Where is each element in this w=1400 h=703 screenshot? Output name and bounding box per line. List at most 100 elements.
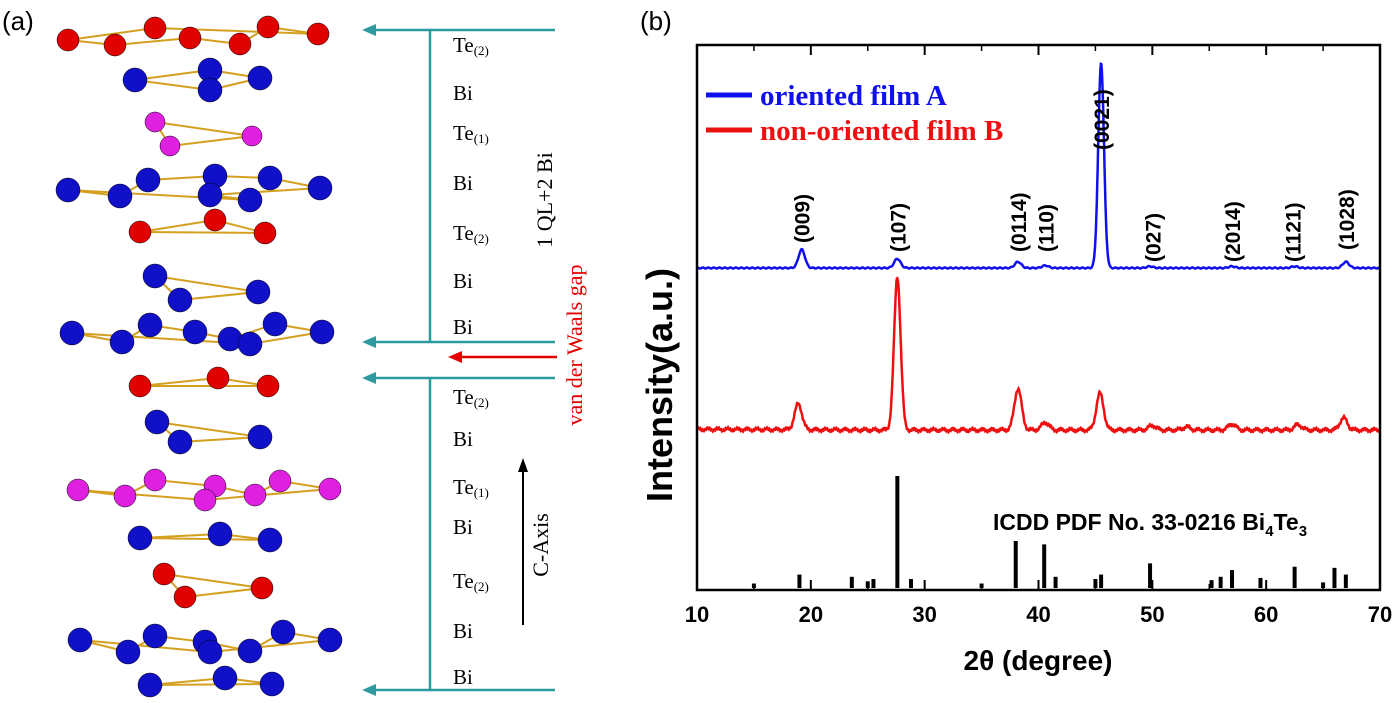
atom [107, 183, 133, 209]
atom [247, 65, 273, 91]
atom [152, 562, 176, 586]
panel-b-label: (b) [640, 6, 672, 36]
bond [154, 121, 253, 137]
atom [309, 319, 335, 345]
atom [115, 639, 141, 665]
atom [237, 638, 263, 664]
reference-sub1: 4 [1265, 523, 1274, 540]
atom [142, 263, 168, 289]
layer-label: Te(2) [453, 385, 489, 410]
layer-labels-top: Te(2) Bi Te(1) Bi Te(2) Bi Bi [453, 33, 489, 339]
peak-annotation: (027) [1142, 213, 1165, 262]
van-der-waals-gap-label: van der Waals gap [562, 265, 587, 426]
bond [134, 79, 211, 91]
layer-label: Bi [453, 315, 473, 339]
bond [149, 683, 273, 686]
atom [268, 469, 292, 493]
atom [137, 312, 163, 338]
atom [167, 429, 193, 455]
layer-label: Te(2) [453, 569, 489, 594]
atom [56, 28, 80, 52]
peak-annotation: (1121) [1282, 202, 1305, 262]
c-axis-label: C-Axis [528, 513, 553, 577]
bond [139, 377, 219, 387]
atom [182, 319, 208, 345]
atom [128, 374, 152, 398]
reference-sticks [751, 476, 1348, 588]
layer-label: Te(2) [453, 221, 489, 246]
x-tick-label: 30 [912, 602, 936, 627]
layer-label: Te(1) [453, 121, 489, 146]
atom [103, 33, 127, 57]
layer-label: Bi [453, 171, 473, 195]
series-line-non-oriented [695, 276, 1381, 435]
atom [109, 329, 135, 355]
atom [207, 521, 233, 547]
frame-arrowhead [362, 372, 376, 384]
atom [144, 111, 166, 133]
atom [270, 619, 296, 645]
peak-annotations: (009) (107) (0114) (110) (0021) (027) (2014) (1… [792, 89, 1359, 262]
atom [245, 279, 271, 305]
layer-label: Bi [453, 81, 473, 105]
atom [197, 182, 223, 208]
bond [154, 275, 259, 293]
bond [139, 537, 271, 541]
bond [114, 37, 191, 46]
layer-label: Bi [453, 269, 473, 293]
layer-label: Te(2) [453, 33, 489, 58]
x-tick-label: 20 [799, 602, 823, 627]
layer-label: Bi [453, 427, 473, 451]
bond [139, 219, 216, 233]
atom [127, 525, 153, 551]
chart-axes: 10 20 30 40 50 60 70 [685, 43, 1392, 627]
gap-arrowhead [448, 351, 462, 363]
reference-label: ICDD PDF No. 33-0216 Bi4Te3 [993, 509, 1307, 540]
reference-sub2: 3 [1299, 523, 1307, 540]
legend-entry: oriented film A [760, 80, 947, 112]
atom [257, 165, 283, 191]
x-tick-label: 40 [1026, 602, 1050, 627]
layer-labels-bottom: Te(2) Bi Te(1) Bi Te(2) Bi Bi [453, 385, 489, 689]
x-tick-label: 50 [1140, 602, 1164, 627]
reference-mid: Te [1274, 509, 1299, 535]
atom [253, 221, 277, 245]
peak-annotation: (110) [1035, 204, 1058, 252]
atom [167, 287, 193, 313]
atom [143, 16, 167, 40]
bond [163, 573, 263, 589]
peak-annotation: (1028) [1336, 189, 1359, 250]
series-line-oriented [697, 61, 1381, 270]
bond [204, 488, 331, 501]
peak-annotation: (0021) [1091, 89, 1114, 150]
atom [262, 311, 288, 337]
layer-label: Te(1) [453, 475, 489, 500]
atom [307, 175, 333, 201]
crystal-structure [55, 15, 343, 698]
layer-label: Bi [453, 665, 473, 689]
bond [209, 187, 321, 196]
atom [122, 67, 148, 93]
x-axis-label: 2θ (degree) [964, 645, 1113, 676]
x-tick-label: 70 [1368, 602, 1392, 627]
atom [241, 125, 263, 147]
atom [318, 477, 342, 501]
panel-a-label: (a) [2, 6, 34, 36]
atom [228, 32, 252, 56]
peak-annotation: (107) [887, 203, 910, 252]
x-tick-label: 10 [685, 602, 709, 627]
atom [206, 366, 230, 390]
atom [212, 665, 238, 691]
atom [173, 585, 197, 609]
atom [256, 15, 280, 39]
reference-label-prefix: ICDD PDF No. 33-0216 Bi [993, 509, 1265, 535]
atom [137, 672, 163, 698]
legend-entry: non-oriented film B [760, 115, 1003, 147]
bond [179, 291, 259, 301]
bond [169, 135, 253, 147]
frame-arrowhead [362, 684, 376, 696]
bond [67, 27, 156, 41]
atom [135, 167, 161, 193]
